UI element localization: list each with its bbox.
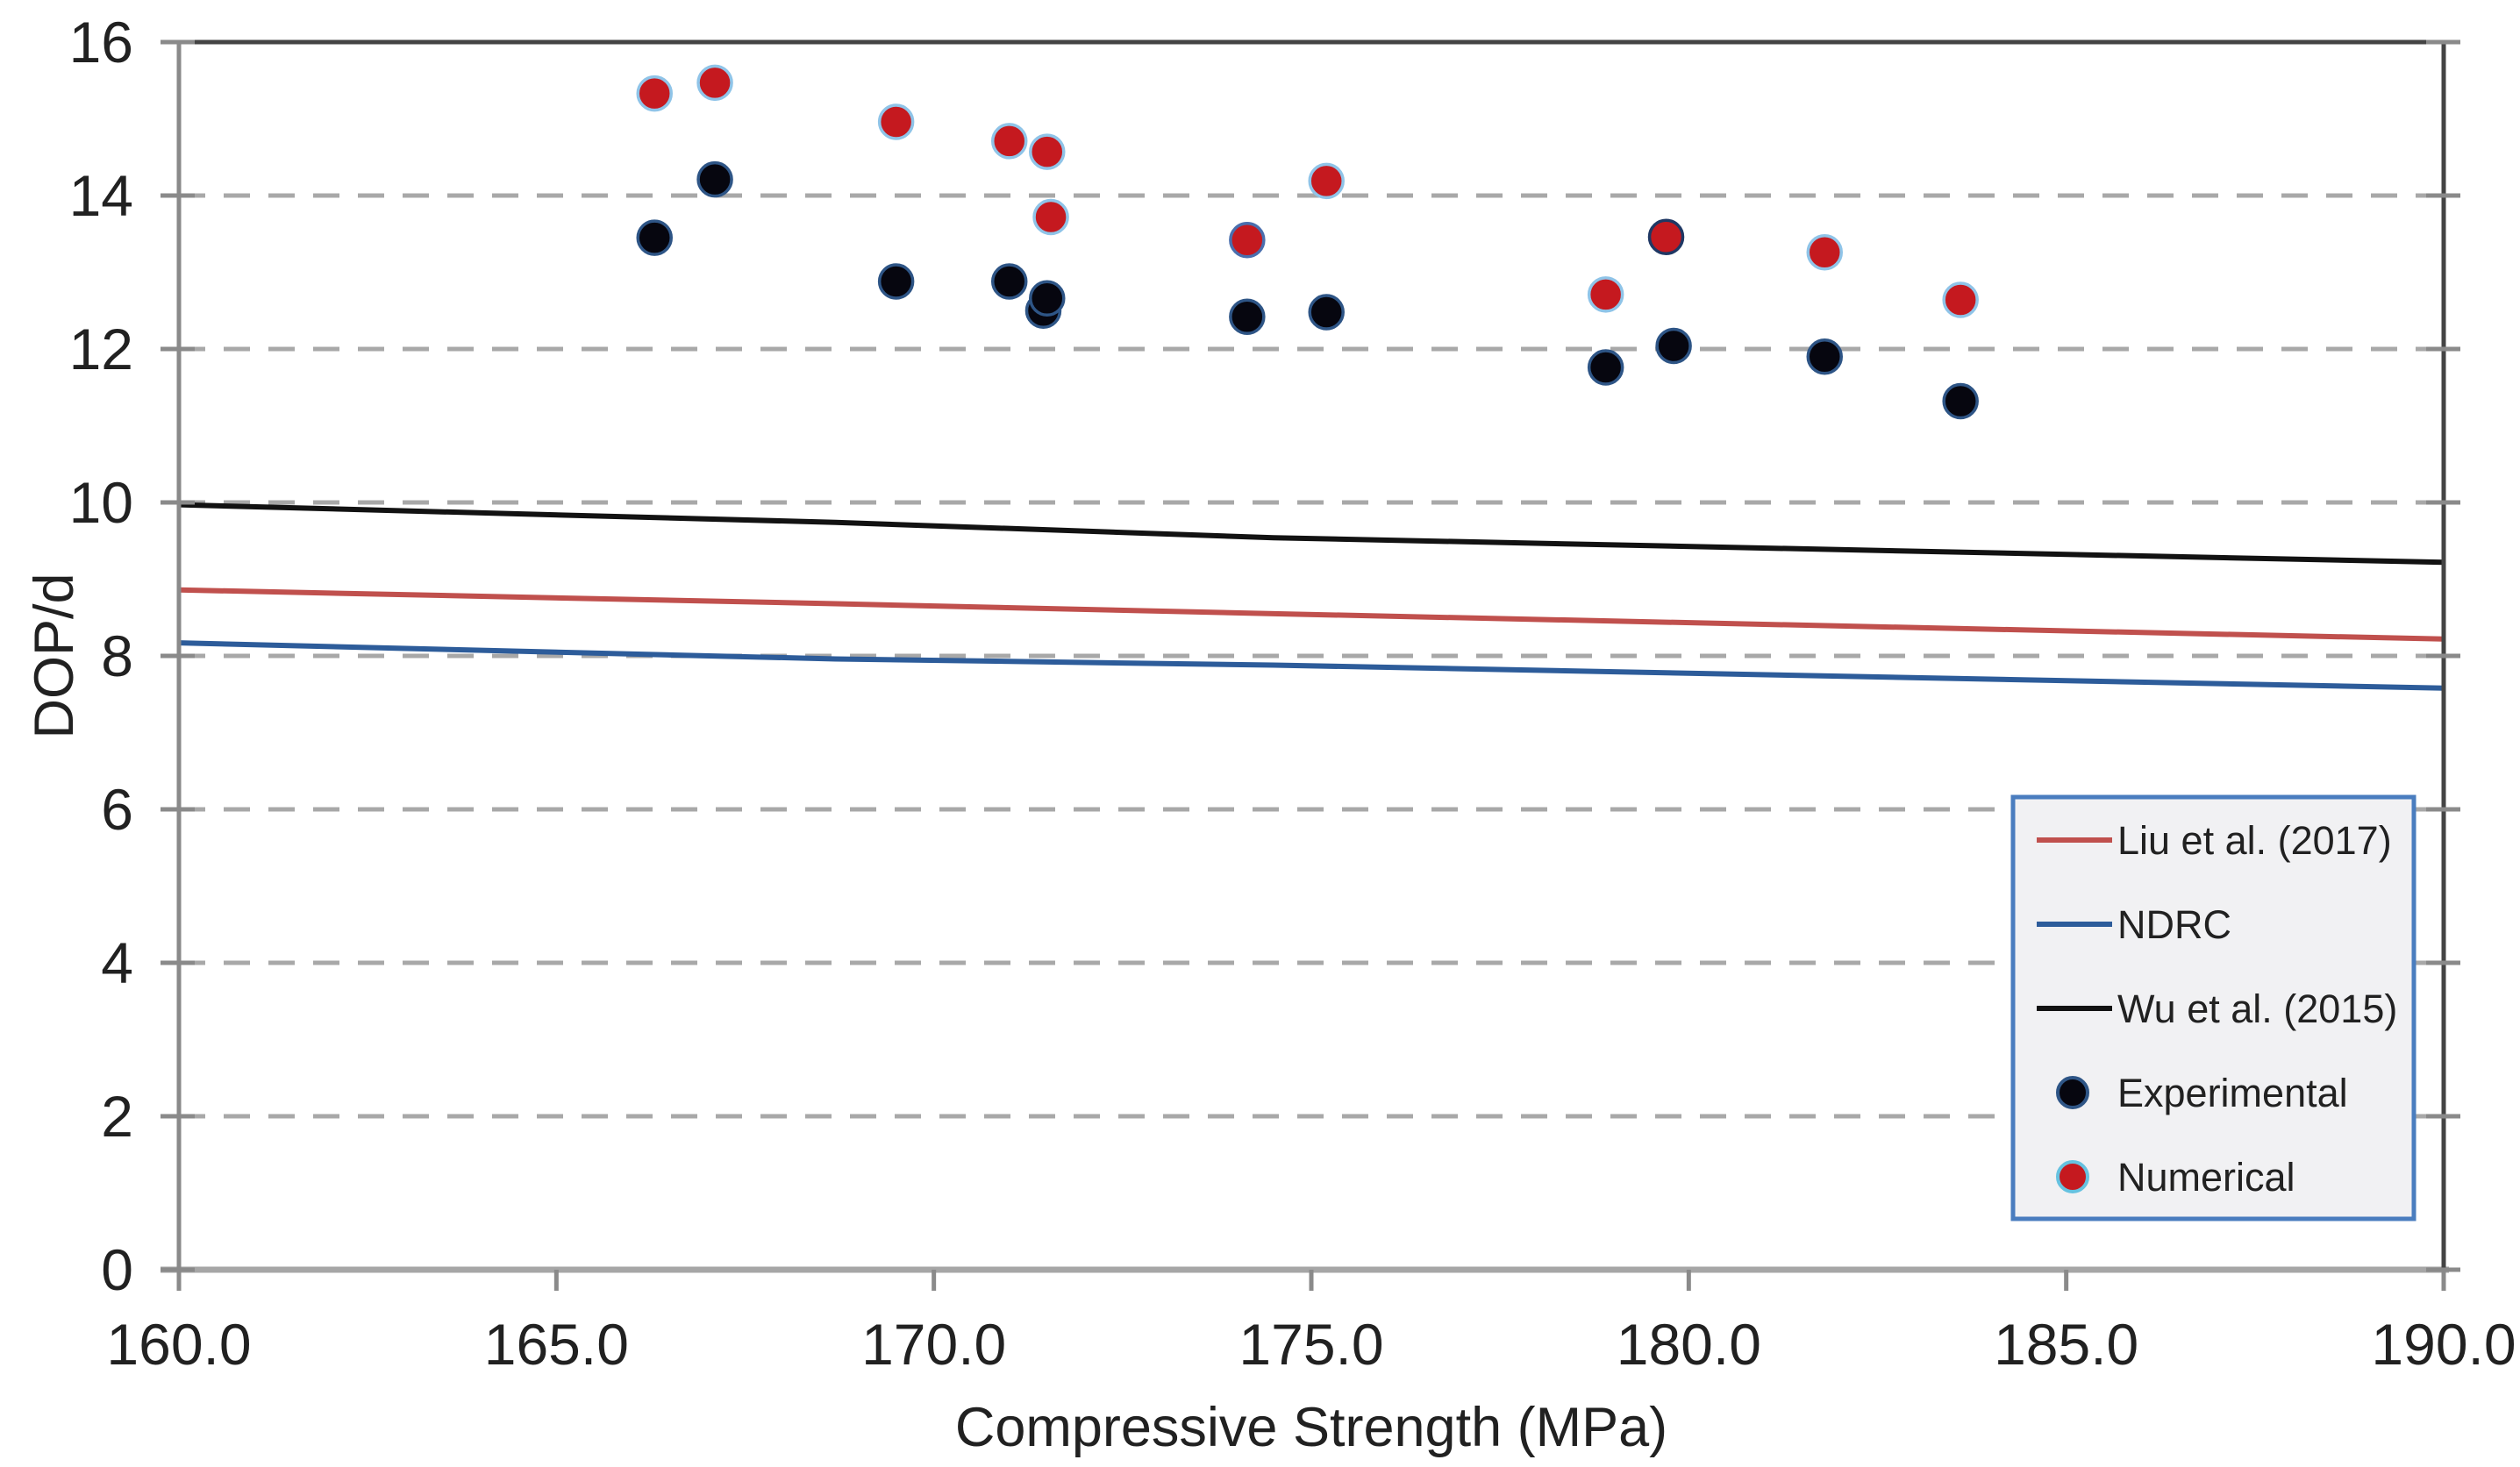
y-tick-label-16: 16 <box>69 10 133 75</box>
point-experimental <box>696 160 733 198</box>
point-experimental <box>1308 294 1345 331</box>
series-numerical <box>636 64 1979 318</box>
legend-label: NDRC <box>2117 902 2231 947</box>
point-experimental <box>990 263 1028 300</box>
legend-label: Liu et al. (2017) <box>2117 818 2392 863</box>
point-numerical <box>1032 198 1069 236</box>
series-experimental <box>636 160 1979 420</box>
y-tick-label-14: 14 <box>69 163 133 228</box>
point-experimental <box>1029 280 1066 317</box>
x-axis-title: Compressive Strength (MPa) <box>954 1397 1668 1458</box>
point-experimental <box>1942 382 1979 420</box>
point-numerical <box>990 123 1028 160</box>
legend-item-experimental: Experimental <box>2056 1071 2348 1115</box>
legend-item-ndrc: NDRC <box>2037 902 2231 947</box>
y-axis-title: DOP/d <box>24 573 85 739</box>
x-tick-label-165.0: 165.0 <box>484 1312 629 1377</box>
point-numerical <box>636 75 673 112</box>
x-tick-label-160.0: 160.0 <box>106 1312 251 1377</box>
point-experimental <box>1587 349 1624 386</box>
point-experimental <box>877 263 915 300</box>
point-experimental <box>1655 327 1692 365</box>
line-liu-et-al-2017 <box>178 587 2445 642</box>
legend-dot-swatch <box>2056 1076 2089 1109</box>
point-numerical <box>696 64 733 102</box>
point-experimental <box>1229 298 1266 335</box>
legend-label: Wu et al. (2015) <box>2117 986 2397 1031</box>
point-numerical <box>1942 281 1979 318</box>
point-numerical <box>1229 222 1266 259</box>
legend-item-liu-et-al-2017: Liu et al. (2017) <box>2037 818 2392 863</box>
point-numerical <box>1806 234 1844 271</box>
line-wu-et-al-2015 <box>178 502 2445 566</box>
line-ndrc <box>178 640 2445 691</box>
y-tick-label-12: 12 <box>69 317 133 381</box>
point-numerical <box>1647 218 1685 255</box>
y-tick-label-10: 10 <box>69 470 133 535</box>
legend: Liu et al. (2017) NDRC Wu et al. (2015) Exp… <box>2010 794 2416 1221</box>
y-tick-label-8: 8 <box>101 623 133 688</box>
point-numerical <box>1029 133 1066 170</box>
x-tick-label-180.0: 180.0 <box>1617 1312 1761 1377</box>
point-experimental <box>636 219 673 256</box>
legend-label: Experimental <box>2117 1071 2348 1115</box>
x-tick-label-170.0: 170.0 <box>861 1312 1006 1377</box>
y-tick-label-0: 0 <box>101 1237 133 1302</box>
legend-item-numerical: Numerical <box>2056 1155 2295 1200</box>
legend-label: Numerical <box>2117 1155 2295 1200</box>
x-tick-label-185.0: 185.0 <box>1994 1312 2138 1377</box>
y-tick-label-2: 2 <box>101 1084 133 1149</box>
x-tick-label-190.0: 190.0 <box>2371 1312 2516 1377</box>
point-numerical <box>1587 276 1624 313</box>
point-numerical <box>1308 162 1345 200</box>
y-tick-label-4: 4 <box>101 930 133 995</box>
x-tick-label-175.0: 175.0 <box>1239 1312 1383 1377</box>
legend-item-wu-et-al-2015: Wu et al. (2015) <box>2037 986 2397 1031</box>
legend-dot-swatch <box>2056 1160 2089 1193</box>
point-experimental <box>1806 338 1844 375</box>
point-numerical <box>877 103 915 140</box>
y-tick-label-6: 6 <box>101 777 133 842</box>
